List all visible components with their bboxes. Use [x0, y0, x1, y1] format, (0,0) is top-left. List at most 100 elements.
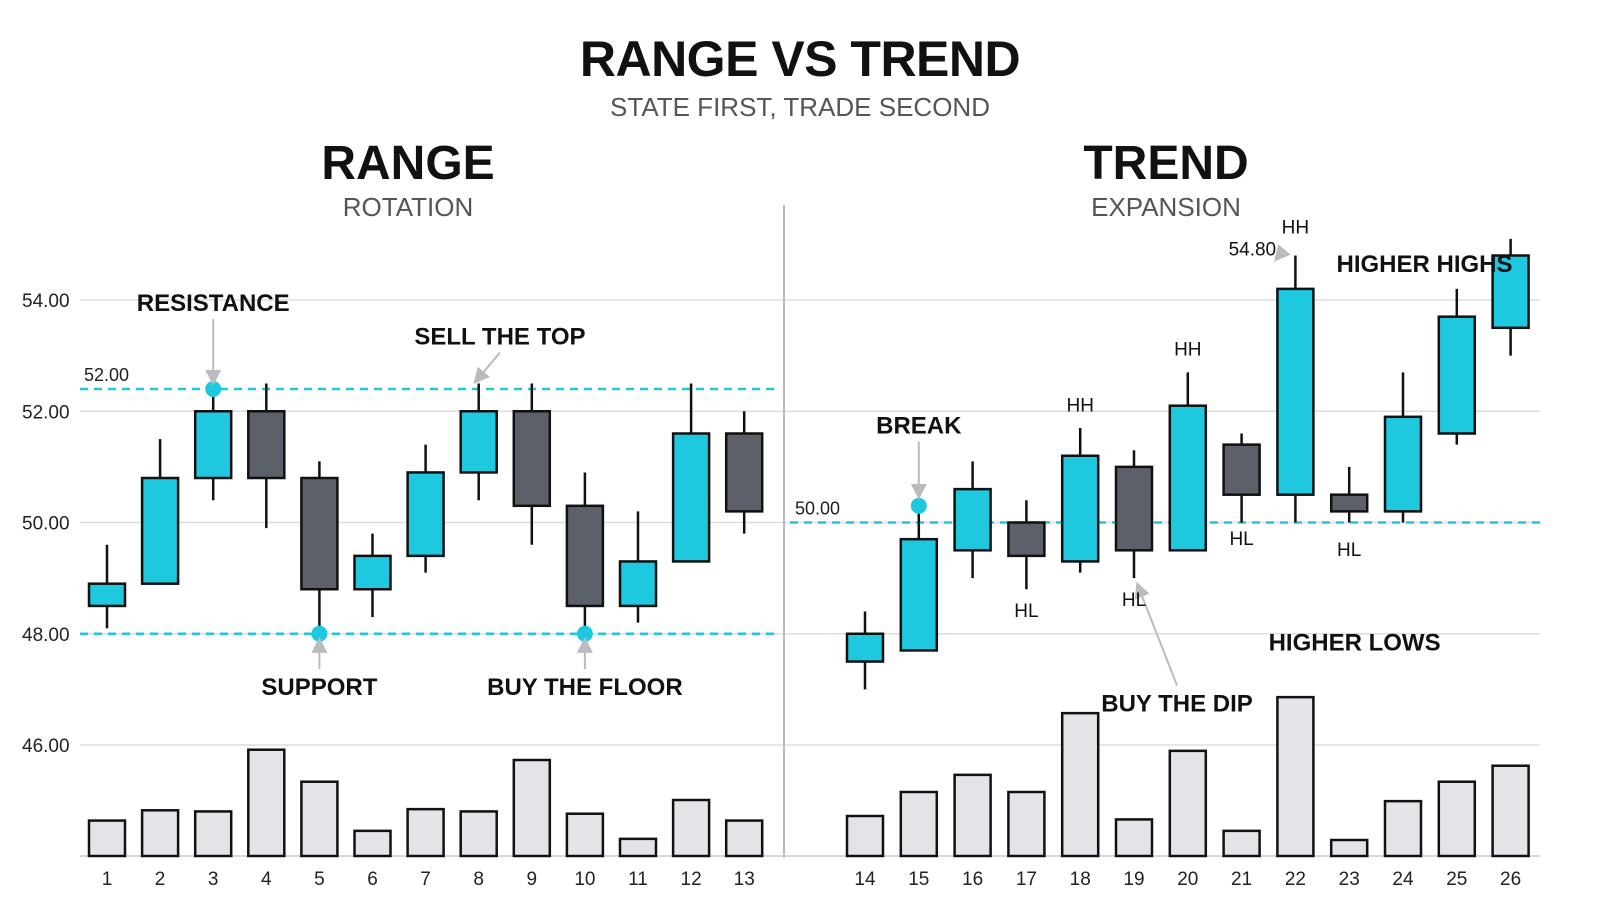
x-tick-label: 19 [1123, 869, 1144, 890]
grid-lines [80, 205, 1540, 858]
bull-candle [899, 537, 939, 652]
bear-candle [1222, 443, 1261, 496]
bull-candle [459, 410, 498, 474]
annotation-arrow [1274, 244, 1291, 262]
level-label: 52.00 [84, 365, 129, 385]
bull-candle [1276, 287, 1315, 496]
bear-candle [1329, 493, 1369, 513]
x-tick-label: 21 [1231, 869, 1252, 890]
annotation-label: HIGHER LOWS [1269, 629, 1441, 656]
x-tick-label: 12 [681, 869, 702, 890]
bear-candle [565, 504, 605, 608]
volume-bar [1329, 838, 1369, 858]
annotation-label: HIGHER HIGHS [1337, 251, 1513, 278]
range-panel-title: RANGE [321, 137, 495, 190]
x-tick-label: 6 [367, 869, 378, 890]
level-marker [576, 625, 593, 642]
swing-label: HH [1282, 217, 1309, 238]
bull-candle [87, 582, 127, 608]
volume-bar [671, 798, 711, 858]
volume-bar [565, 812, 605, 858]
candles [87, 238, 1530, 690]
bull-candle [406, 471, 445, 558]
x-tick-label: 1 [102, 869, 113, 890]
volume-bar [1168, 749, 1208, 858]
annotation-label: BUY THE DIP [1101, 691, 1253, 718]
swing-label: HH [1066, 395, 1093, 416]
swing-label: HL [1337, 540, 1361, 561]
bull-candle [671, 432, 711, 563]
bull-candle [140, 476, 180, 585]
volume-bar [193, 810, 233, 858]
y-tick-label: 50.00 [22, 514, 70, 535]
x-tick-label: 9 [527, 869, 538, 890]
level-marker [910, 497, 927, 514]
bull-candle [845, 632, 885, 663]
x-tick-label: 24 [1392, 869, 1414, 890]
swing-label: HH [1174, 340, 1201, 361]
bull-candle [953, 487, 992, 552]
bear-candle [300, 476, 339, 591]
volume-bar [1383, 799, 1423, 858]
bull-candle [618, 560, 658, 608]
volume-bar [1007, 790, 1046, 858]
volume-bar [618, 837, 658, 858]
y-tick-label: 46.00 [22, 736, 70, 757]
x-tick-label: 5 [314, 869, 325, 890]
x-tick-label: 4 [261, 869, 272, 890]
volume-bar [899, 790, 939, 858]
annotation-label: BREAK [876, 413, 962, 440]
volume-bar [845, 814, 885, 858]
annotation-label: SELL THE TOP [414, 324, 585, 351]
volume-bar [300, 780, 339, 858]
x-tick-label: 18 [1070, 869, 1091, 890]
swing-label: HL [1014, 601, 1038, 622]
bear-candle [1007, 521, 1046, 558]
bear-candle [247, 410, 286, 480]
annotation-label: SUPPORT [261, 674, 377, 701]
x-tick-label: 22 [1285, 869, 1306, 890]
x-tick-label: 15 [908, 869, 929, 890]
annotation-label: RESISTANCE [137, 290, 290, 317]
bull-candle [1437, 315, 1477, 435]
swing-label: HL [1122, 590, 1146, 611]
swing-label: HL [1229, 529, 1253, 550]
x-tick-label: 8 [473, 869, 484, 890]
y-tick-label: 52.00 [22, 402, 70, 423]
bull-candle [353, 554, 392, 591]
volume-bar [1491, 764, 1530, 858]
chart-subtitle: STATE FIRST, TRADE SECOND [610, 92, 990, 122]
volume-bar [1114, 818, 1154, 858]
level-marker [311, 625, 328, 642]
x-tick-label: 7 [420, 869, 431, 890]
y-tick-label: 54.00 [22, 291, 70, 312]
x-tick-label: 14 [854, 869, 876, 890]
volume-bar [406, 807, 445, 858]
bull-candle [193, 410, 233, 480]
volume-bar [353, 829, 392, 858]
x-tick-label: 10 [574, 869, 595, 890]
bear-candle [1114, 465, 1154, 552]
volume-bar [1276, 695, 1315, 858]
level-lines [80, 387, 1540, 635]
swing-label: 54.80 [1229, 240, 1277, 261]
x-tick-label: 17 [1016, 869, 1037, 890]
trend-panel-subtitle: EXPANSION [1091, 192, 1241, 222]
volume-bar [1222, 829, 1261, 858]
volume-bar [247, 748, 286, 858]
x-tick-label: 13 [734, 869, 755, 890]
annotation-arrow [473, 351, 501, 385]
chart-title: RANGE VS TREND [579, 31, 1021, 87]
x-tick-label: 23 [1339, 869, 1360, 890]
bull-candle [1168, 404, 1208, 552]
x-tick-label: 2 [155, 869, 166, 890]
volume-bar [459, 810, 498, 858]
x-tick-label: 26 [1500, 869, 1521, 890]
volume-bar [140, 809, 180, 858]
volume-bar [953, 773, 992, 858]
bull-candle [1060, 454, 1100, 563]
x-tick-label: 25 [1446, 869, 1467, 890]
volume-bar [724, 819, 764, 858]
